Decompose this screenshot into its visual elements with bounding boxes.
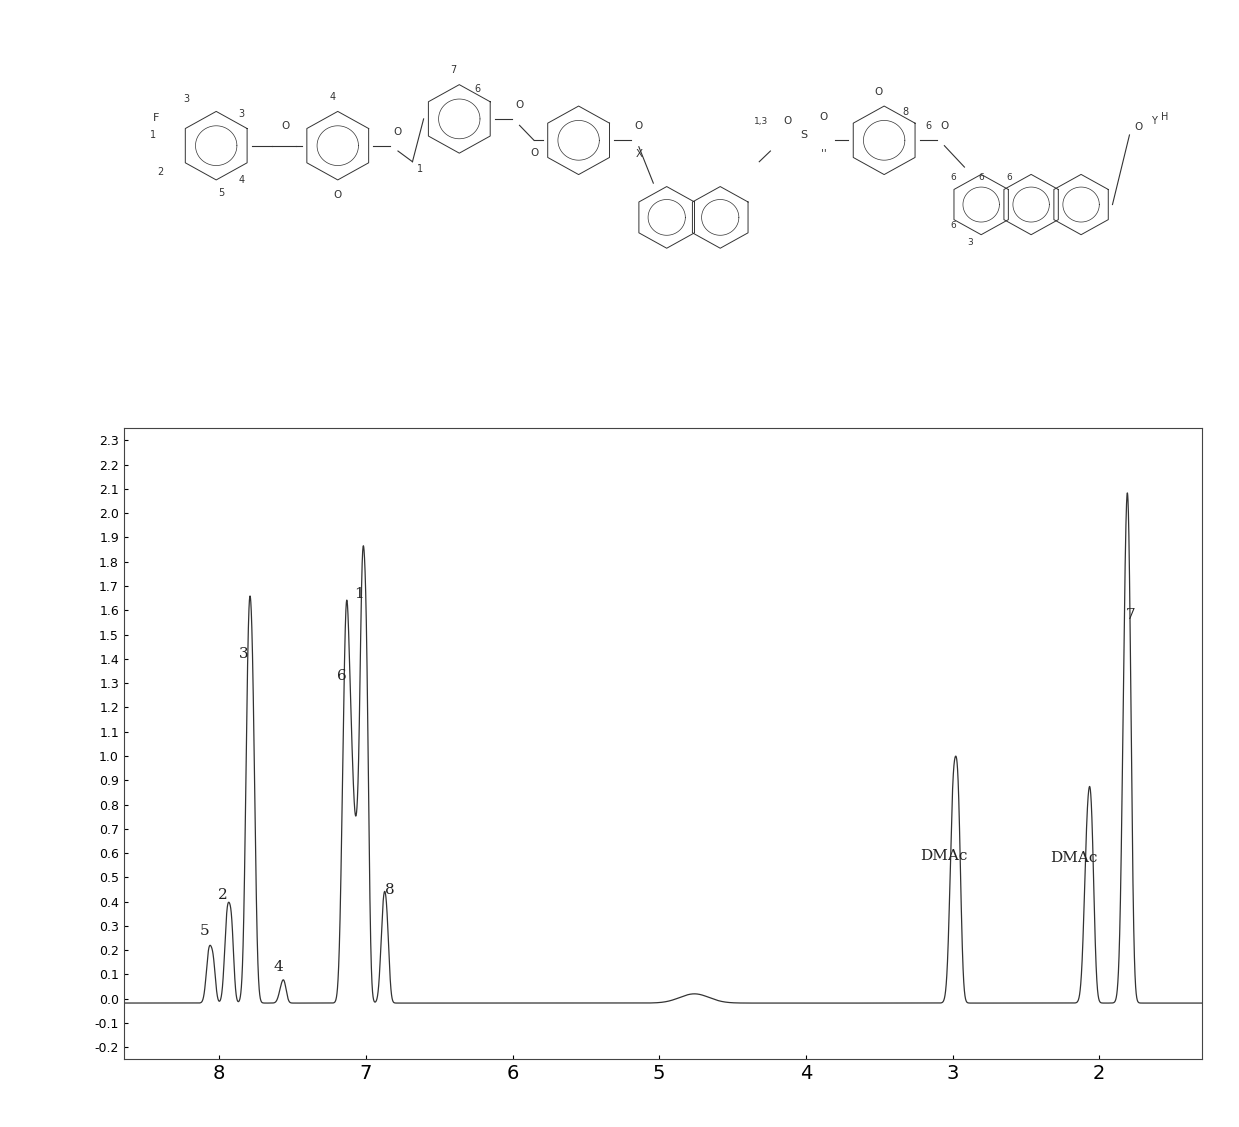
Text: O: O	[281, 122, 290, 132]
Text: 4: 4	[274, 960, 284, 975]
Text: 1: 1	[150, 130, 156, 140]
Text: 8: 8	[902, 107, 908, 117]
Text: S: S	[800, 130, 808, 140]
Text: DMAc: DMAc	[921, 849, 968, 863]
Text: O: O	[1134, 123, 1142, 133]
Text: 2: 2	[218, 888, 228, 902]
Text: O: O	[875, 87, 882, 97]
Text: 6: 6	[979, 174, 984, 183]
Text: 3: 3	[183, 94, 190, 104]
Text: 6: 6	[475, 83, 481, 94]
Text: DMAc: DMAc	[1051, 851, 1098, 866]
Text: 5: 5	[218, 188, 225, 197]
Text: 5: 5	[199, 924, 209, 938]
Text: 6: 6	[950, 174, 957, 183]
Text: 6: 6	[1006, 174, 1012, 183]
Text: O: O	[530, 148, 538, 158]
Text: O: O	[634, 122, 643, 132]
Text: 3: 3	[239, 647, 248, 662]
Text: 7: 7	[451, 64, 457, 74]
Text: 3: 3	[238, 109, 244, 119]
Text: 6: 6	[337, 669, 347, 683]
Text: 1,3: 1,3	[755, 116, 768, 125]
Text: 6: 6	[950, 222, 957, 230]
Text: 3: 3	[968, 238, 973, 247]
Text: F: F	[152, 113, 159, 123]
Text: 4: 4	[330, 92, 336, 103]
Text: 8: 8	[384, 882, 394, 897]
Text: 1: 1	[418, 165, 424, 175]
Text: O: O	[940, 122, 949, 132]
Text: '': ''	[821, 148, 826, 158]
Text: 1: 1	[354, 587, 364, 601]
Text: Y: Y	[1151, 116, 1157, 126]
Text: H: H	[1161, 112, 1168, 122]
Text: X: X	[636, 149, 642, 159]
Text: O: O	[515, 100, 524, 110]
Text: 6: 6	[926, 122, 932, 132]
Text: 7: 7	[1126, 609, 1135, 622]
Text: O: O	[783, 116, 792, 126]
Text: O: O	[394, 126, 403, 136]
Text: O: O	[333, 190, 342, 199]
Text: 2: 2	[157, 168, 164, 177]
Text: 4: 4	[238, 176, 244, 185]
Text: O: O	[820, 112, 828, 122]
